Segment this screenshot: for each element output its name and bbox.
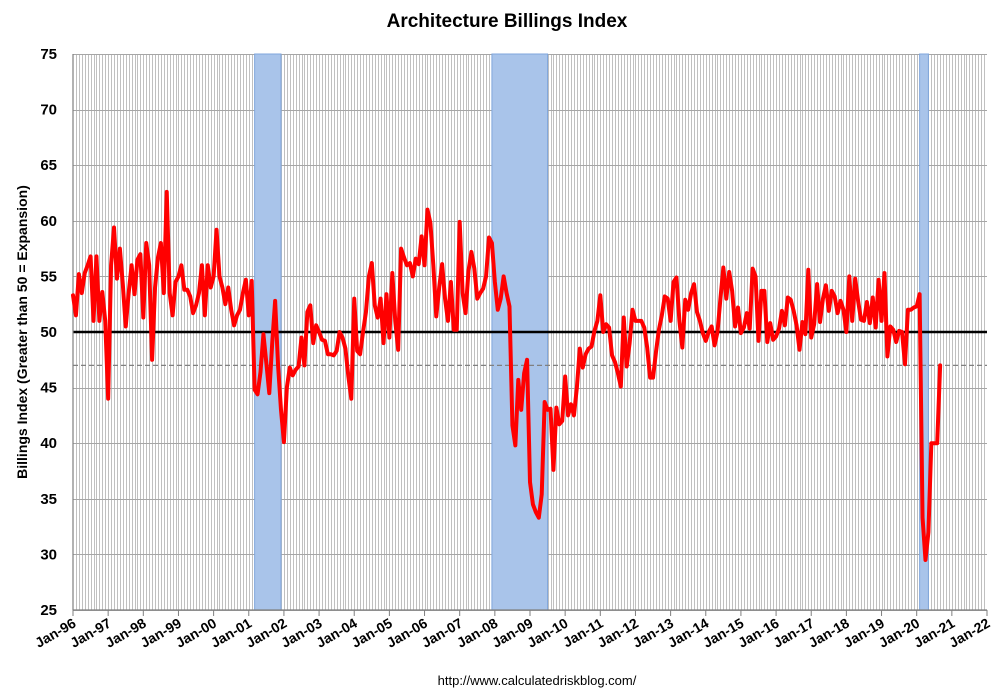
y-tick-label: 60 [40,213,57,230]
y-tick-label: 30 [40,546,57,563]
plot-area: 2530354045505560657075Jan-96Jan-97Jan-98… [32,46,993,651]
y-tick-label: 40 [40,435,57,452]
y-axis-title: Billings Index (Greater than 50 = Expans… [14,185,30,479]
y-tick-label: 70 [40,102,57,119]
source-url: http://www.calculatedriskblog.com/ [438,673,637,688]
y-tick-label: 75 [40,46,57,63]
y-tick-label: 55 [40,268,57,285]
y-tick-label: 25 [40,602,57,619]
y-tick-label: 65 [40,157,57,174]
series-line [71,189,943,562]
y-tick-label: 35 [40,491,57,508]
chart-title: Architecture Billings Index [387,11,628,32]
y-tick-label: 50 [40,324,57,341]
y-tick-label: 45 [40,380,57,397]
